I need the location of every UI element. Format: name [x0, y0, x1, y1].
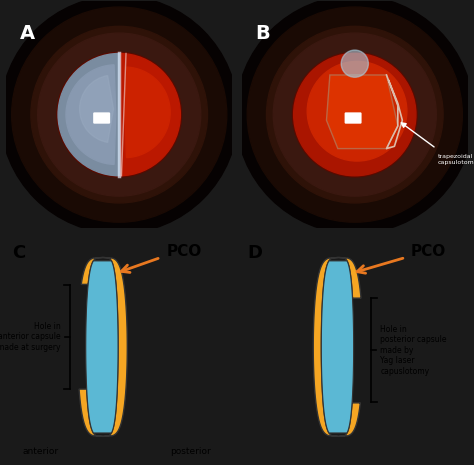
Polygon shape — [81, 258, 103, 285]
Text: A: A — [19, 24, 35, 43]
Wedge shape — [125, 67, 170, 158]
Text: PCO: PCO — [411, 244, 447, 259]
Polygon shape — [338, 403, 360, 436]
Text: B: B — [255, 24, 270, 43]
Circle shape — [292, 53, 417, 177]
Text: Hole in
posterior capsule
made by
Yag laser
capuslotomy: Hole in posterior capsule made by Yag la… — [380, 325, 447, 376]
Polygon shape — [327, 75, 398, 149]
Text: anterior: anterior — [22, 446, 58, 456]
Wedge shape — [58, 53, 119, 176]
Circle shape — [57, 53, 182, 177]
Wedge shape — [80, 75, 114, 142]
Wedge shape — [119, 53, 180, 176]
Circle shape — [247, 7, 462, 222]
Text: Hole in
anterior capsule
made at surgery: Hole in anterior capsule made at surgery — [0, 322, 60, 352]
Polygon shape — [321, 261, 354, 433]
Text: trapezoidal
capsulotomy: trapezoidal capsulotomy — [438, 154, 474, 165]
Circle shape — [12, 7, 227, 222]
Polygon shape — [103, 258, 128, 436]
Circle shape — [31, 27, 208, 203]
FancyBboxPatch shape — [345, 113, 362, 124]
Polygon shape — [338, 258, 361, 298]
Text: PCO: PCO — [166, 244, 201, 259]
Circle shape — [266, 27, 443, 203]
Text: posterior: posterior — [170, 446, 211, 456]
FancyBboxPatch shape — [93, 113, 110, 124]
Circle shape — [294, 53, 416, 176]
Wedge shape — [66, 65, 116, 165]
Text: C: C — [12, 244, 25, 262]
Polygon shape — [79, 389, 103, 436]
Text: D: D — [247, 244, 263, 262]
Polygon shape — [313, 258, 338, 436]
Circle shape — [341, 50, 368, 77]
Circle shape — [38, 33, 201, 196]
Polygon shape — [86, 261, 118, 433]
Circle shape — [273, 33, 436, 196]
Circle shape — [236, 0, 474, 233]
Circle shape — [307, 61, 407, 161]
Circle shape — [0, 0, 238, 233]
